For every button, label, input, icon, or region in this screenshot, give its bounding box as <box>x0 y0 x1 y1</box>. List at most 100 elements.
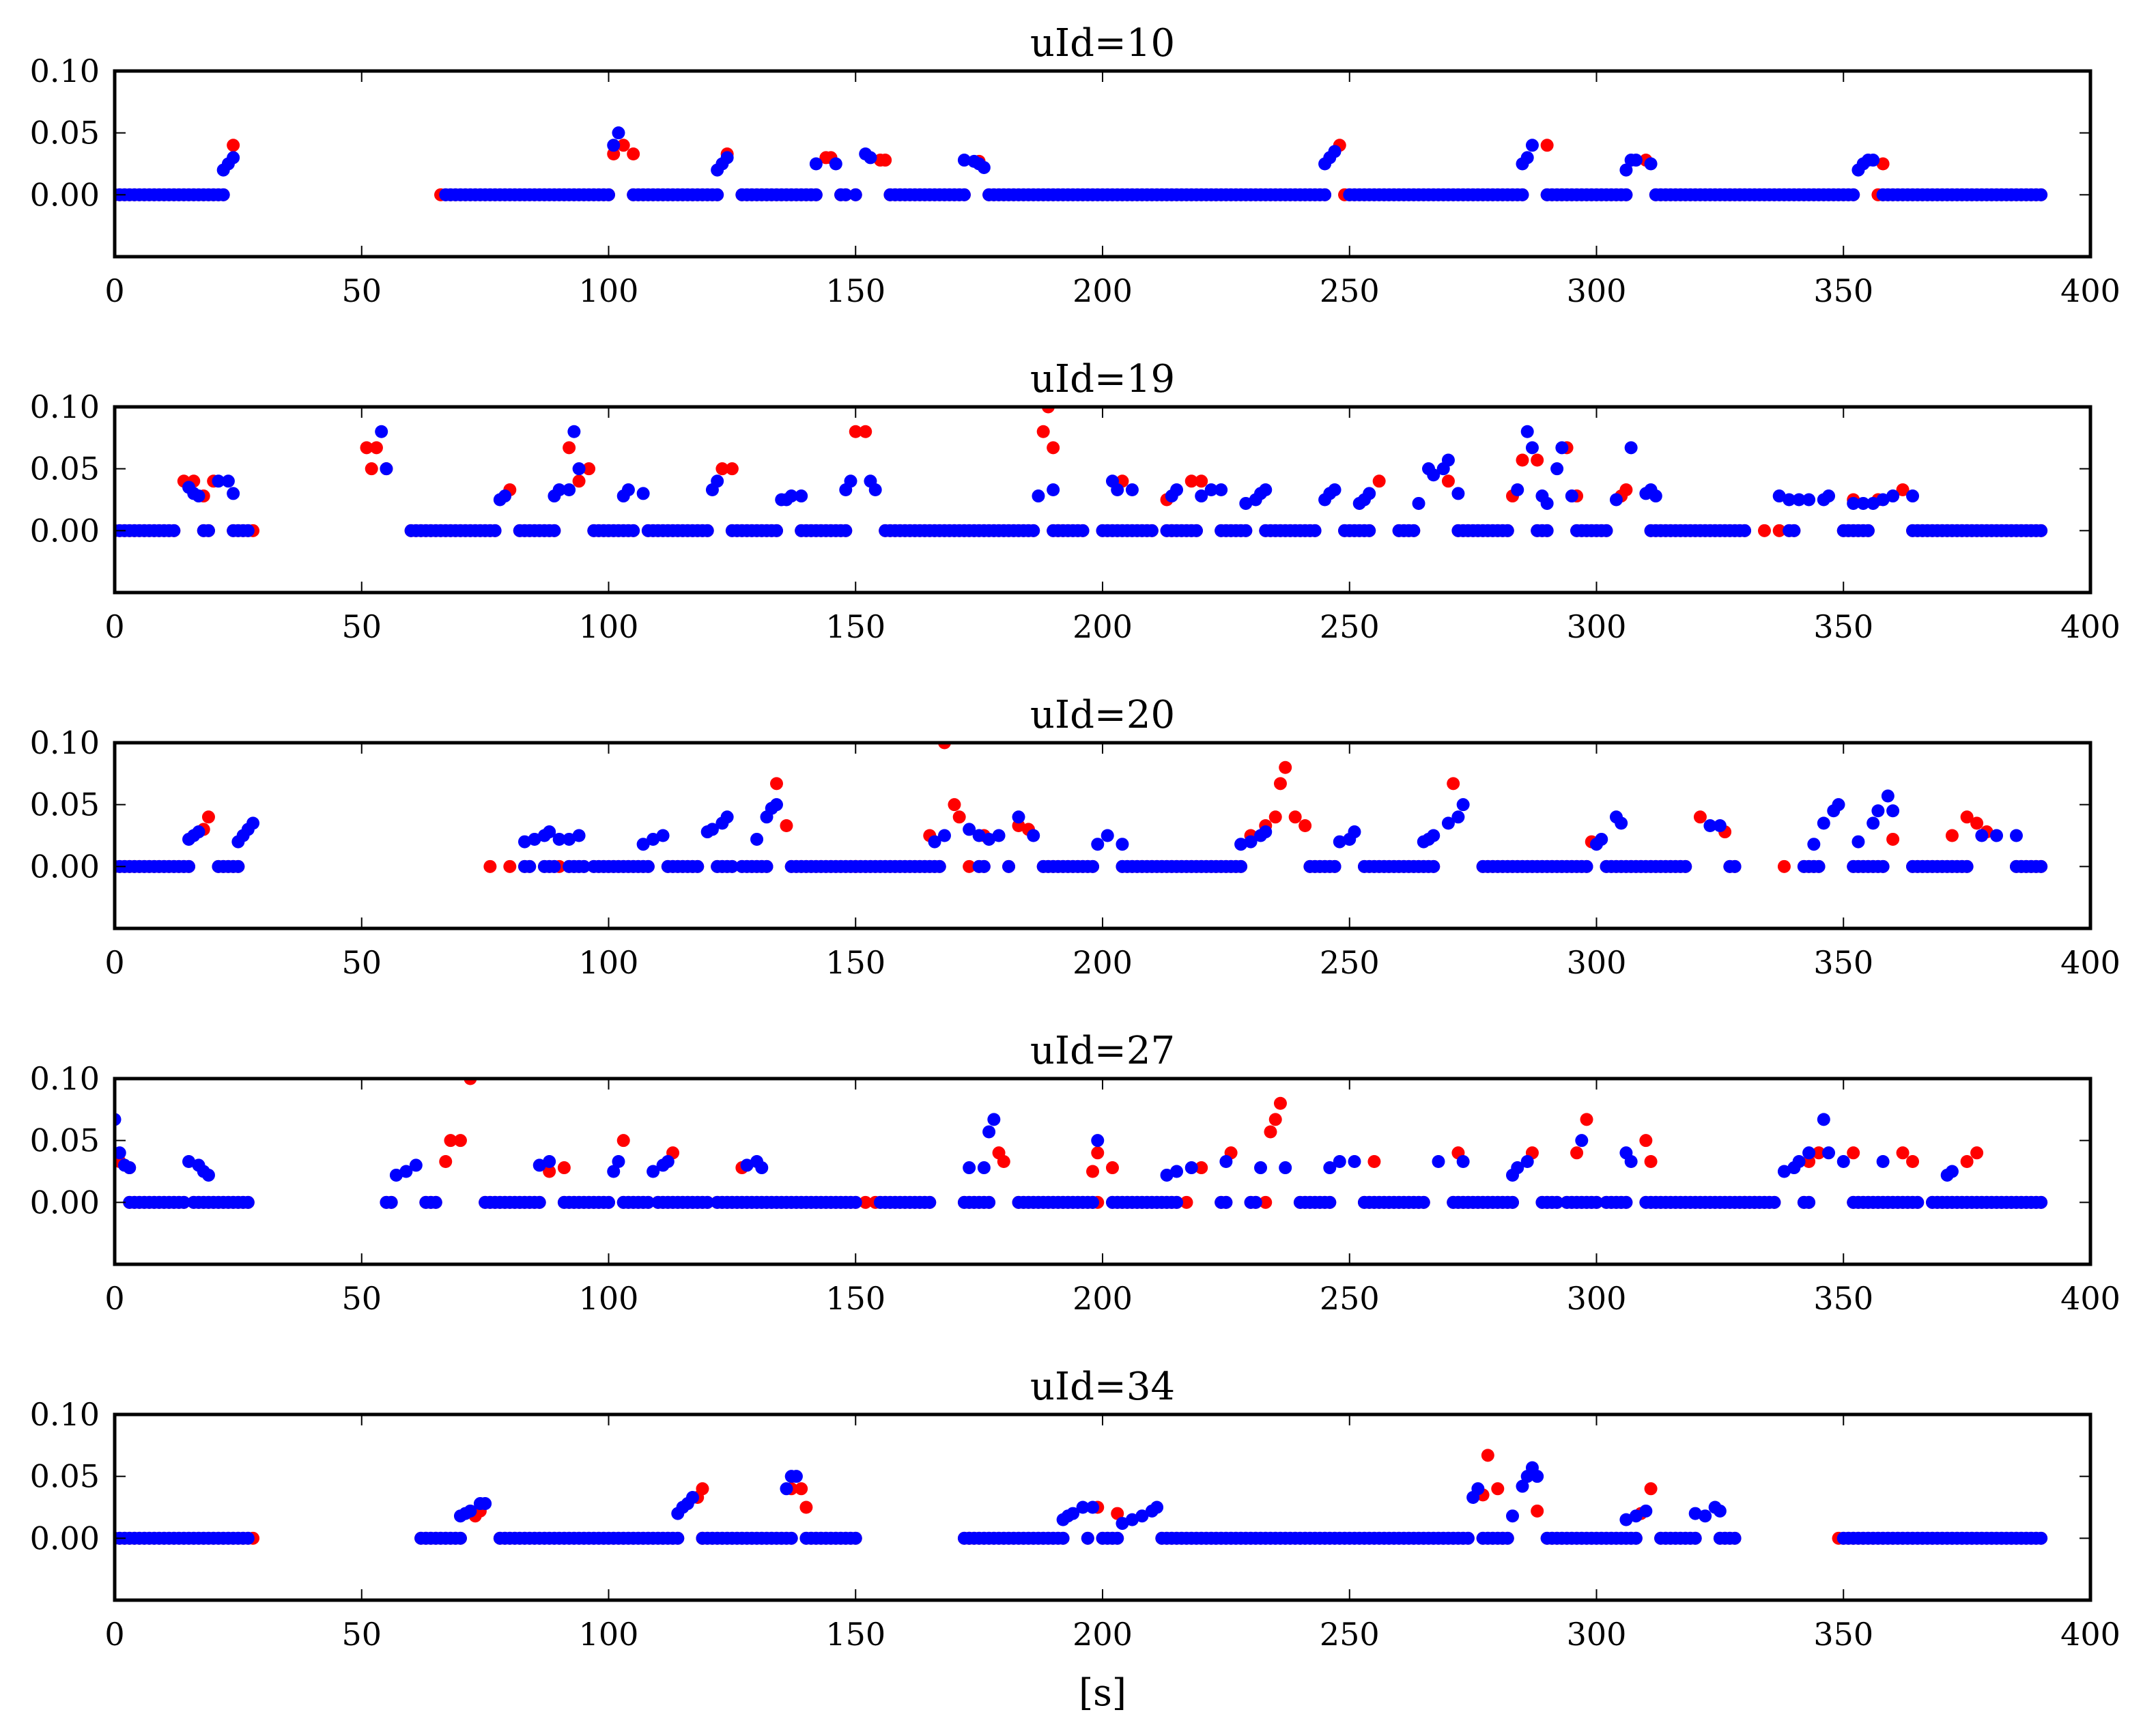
blue-point <box>1867 154 1880 167</box>
red-point <box>795 1482 808 1496</box>
x-tick-label: 250 <box>1320 944 1380 981</box>
blue-point <box>755 1161 769 1175</box>
red-point <box>1086 1165 1100 1178</box>
subplot-title: uId=20 <box>1030 693 1175 737</box>
red-point <box>952 810 966 824</box>
blue-point <box>987 1113 1001 1126</box>
red-point <box>799 1500 813 1514</box>
x-tick-label: 0 <box>104 944 124 981</box>
blue-point <box>201 524 215 537</box>
blue-point <box>1550 1195 1564 1209</box>
x-tick-label: 100 <box>579 272 639 309</box>
red-point <box>1105 1161 1119 1175</box>
red-point <box>1531 453 1544 467</box>
red-point <box>360 441 373 455</box>
blue-point <box>1856 496 1870 510</box>
red-point <box>1268 1113 1282 1126</box>
x-tick-label: 300 <box>1567 272 1627 309</box>
blue-point <box>1145 524 1159 537</box>
blue-point <box>1318 188 1332 201</box>
blue-point <box>1516 188 1529 201</box>
blue-point <box>1101 829 1114 842</box>
blue-point <box>533 1195 546 1209</box>
blue-point <box>399 1165 413 1178</box>
blue-point <box>1076 524 1090 537</box>
blue-point <box>1629 1531 1643 1545</box>
blue-point <box>1595 832 1608 846</box>
blue-point <box>1056 1531 1070 1545</box>
blue-point <box>1738 524 1752 537</box>
x-tick-label: 100 <box>579 1616 639 1653</box>
blue-point <box>849 1195 862 1209</box>
blue-point <box>809 157 823 171</box>
subplot-title: uId=10 <box>1030 21 1175 66</box>
blue-point <box>647 832 660 846</box>
points <box>115 1449 2048 1545</box>
blue-point <box>1170 1165 1184 1178</box>
blue-point <box>982 832 996 846</box>
red-point <box>1259 1195 1273 1209</box>
red-point <box>696 1482 709 1496</box>
red-point <box>1516 453 1529 467</box>
x-tick-label: 100 <box>579 944 639 981</box>
red-point <box>1531 1504 1544 1518</box>
blue-point <box>1876 859 1890 873</box>
blue-point <box>607 1165 621 1178</box>
blue-point <box>1204 483 1218 496</box>
x-tick-label: 400 <box>2060 608 2120 645</box>
subplot-title: uId=19 <box>1030 357 1175 401</box>
blue-point <box>1328 145 1342 158</box>
red-point <box>1772 524 1786 537</box>
x-tick-label: 250 <box>1320 1616 1380 1653</box>
blue-point <box>563 483 576 496</box>
blue-point <box>1540 524 1554 537</box>
red-point <box>1180 1195 1193 1209</box>
y-tick-label: 0.00 <box>30 848 100 885</box>
red-point <box>1372 474 1386 488</box>
blue-point <box>1239 524 1253 537</box>
red-point <box>483 859 497 873</box>
red-point <box>439 1154 453 1168</box>
blue-point <box>1728 859 1742 873</box>
blue-point <box>1713 819 1727 832</box>
blue-point <box>1728 1531 1742 1545</box>
blue-point <box>1215 483 1228 496</box>
blue-point <box>177 1195 190 1209</box>
blue-point <box>1550 462 1564 476</box>
blue-point <box>1170 1195 1184 1209</box>
blue-point <box>548 524 561 537</box>
y-tick-label: 0.00 <box>30 1520 100 1556</box>
blue-point <box>1506 1195 1520 1209</box>
blue-point <box>839 188 853 201</box>
blue-point <box>1555 441 1569 455</box>
blue-point <box>1688 1531 1702 1545</box>
blue-point <box>479 1497 492 1511</box>
blue-point <box>1047 483 1060 496</box>
blue-point <box>1520 425 1534 438</box>
blue-point <box>1456 798 1470 812</box>
blue-point <box>789 1470 803 1483</box>
blue-point <box>572 462 586 476</box>
red-point <box>444 1134 457 1148</box>
blue-point <box>760 859 774 873</box>
blue-point <box>928 835 941 849</box>
blue-point <box>607 139 621 152</box>
blue-point <box>1471 1482 1485 1496</box>
blue-point <box>1086 1195 1100 1209</box>
blue-point <box>957 188 971 201</box>
x-tick-label: 300 <box>1567 1616 1627 1653</box>
blue-point <box>700 1195 714 1209</box>
blue-point <box>1432 1154 1445 1168</box>
points <box>115 743 2048 873</box>
blue-point <box>1886 489 1900 503</box>
x-tick-label: 200 <box>1073 608 1133 645</box>
blue-point <box>691 859 705 873</box>
blue-point <box>711 474 724 488</box>
blue-point <box>720 810 734 824</box>
blue-point <box>1590 1195 1603 1209</box>
blue-point <box>1501 1531 1514 1545</box>
red-point <box>1960 810 1974 824</box>
blue-point <box>933 859 946 873</box>
blue-point <box>1184 1161 1198 1175</box>
